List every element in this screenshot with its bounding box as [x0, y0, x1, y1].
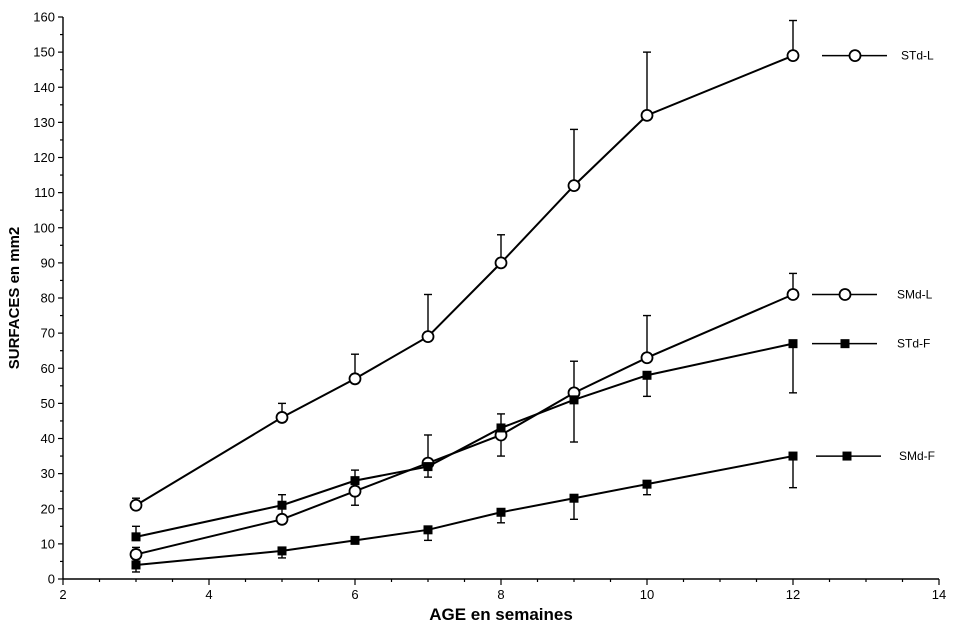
- legend-item: STd-F: [812, 337, 930, 351]
- data-point: [786, 49, 800, 63]
- y-tick-label: 50: [41, 396, 55, 411]
- series-STd-F: [131, 339, 798, 542]
- series-line: [135, 293, 794, 556]
- data-point: [348, 484, 362, 498]
- legend-item: STd-L: [822, 49, 934, 63]
- data-point: [496, 507, 506, 517]
- data-point: [350, 476, 360, 486]
- data-point: [788, 451, 798, 461]
- data-point: [496, 423, 506, 433]
- y-tick-label: 20: [41, 501, 55, 516]
- legend-label: STd-L: [901, 49, 934, 63]
- x-tick-label: 4: [205, 587, 212, 602]
- series-layer: [129, 19, 800, 573]
- series-line: [135, 54, 794, 507]
- data-point: [569, 493, 579, 503]
- legend-item: SMd-L: [812, 287, 933, 301]
- y-tick-label: 30: [41, 466, 55, 481]
- legend-marker: [842, 451, 852, 461]
- series-line: [135, 455, 794, 566]
- data-point: [350, 535, 360, 545]
- y-tick-label: 70: [41, 326, 55, 341]
- y-tick-label: 80: [41, 291, 55, 306]
- x-ticks: 2 4 6 8 10 12 14: [59, 579, 946, 602]
- data-point: [640, 108, 654, 122]
- data-point: [277, 500, 287, 510]
- data-point: [788, 339, 798, 349]
- data-point: [275, 411, 289, 424]
- series-STd-L: [129, 19, 800, 512]
- data-point: [642, 370, 652, 380]
- y-axis-title: SURFACES en mm2: [6, 227, 23, 370]
- data-point: [421, 330, 435, 344]
- data-point: [277, 546, 287, 556]
- data-point: [131, 560, 141, 570]
- data-point: [348, 372, 362, 386]
- x-tick-label: 6: [351, 587, 358, 602]
- y-tick-label: 130: [33, 115, 55, 130]
- x-tick-label: 8: [497, 587, 504, 602]
- legend-label: STd-F: [897, 337, 930, 351]
- series-SMd-F: [131, 451, 798, 573]
- legend: STd-L SMd-L STd-F SMd-F: [812, 49, 935, 463]
- data-point: [423, 525, 433, 535]
- axes: [62, 17, 939, 580]
- data-point: [129, 498, 143, 512]
- y-tick-label: 40: [41, 431, 55, 446]
- legend-marker: [848, 49, 862, 63]
- data-point: [569, 395, 579, 405]
- x-tick-label: 12: [786, 587, 800, 602]
- y-ticks: 0 10 20 30 40 50 60 70 80 90 100 110 120 130 140 150 160: [33, 10, 63, 587]
- y-tick-label: 110: [34, 185, 55, 200]
- y-tick-label: 10: [41, 536, 55, 551]
- x-tick-label: 14: [932, 587, 946, 602]
- y-tick-label: 100: [33, 220, 55, 235]
- data-point: [640, 351, 654, 365]
- legend-marker: [840, 339, 850, 349]
- x-tick-label: 2: [59, 587, 66, 602]
- data-point: [423, 462, 433, 472]
- x-tick-label: 10: [640, 587, 654, 602]
- data-point: [129, 548, 143, 561]
- y-tick-label: 120: [33, 150, 55, 165]
- legend-marker: [838, 288, 852, 301]
- x-axis-title: AGE en semaines: [429, 605, 573, 624]
- legend-label: SMd-F: [899, 449, 935, 463]
- data-point: [275, 512, 289, 526]
- y-tick-label: 160: [33, 10, 55, 25]
- data-point: [494, 256, 508, 270]
- y-tick-label: 140: [33, 80, 55, 95]
- data-point: [786, 288, 800, 301]
- legend-label: SMd-L: [897, 287, 933, 301]
- y-tick-label: 150: [33, 45, 55, 60]
- legend-item: SMd-F: [816, 449, 935, 463]
- data-point: [642, 479, 652, 489]
- y-tick-label: 0: [48, 572, 55, 587]
- series-line: [135, 342, 794, 538]
- y-tick-label: 90: [41, 255, 55, 270]
- data-point: [567, 179, 581, 193]
- y-tick-label: 60: [41, 361, 55, 376]
- data-point: [131, 532, 141, 542]
